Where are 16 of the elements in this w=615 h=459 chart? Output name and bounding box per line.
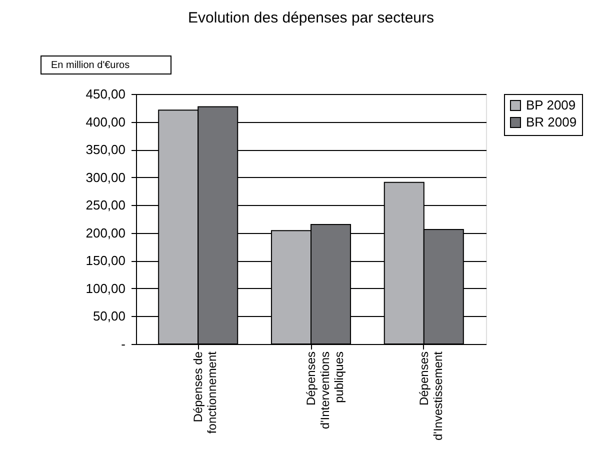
y-tick-label: 300,00 (86, 170, 126, 185)
y-tick-label: 200,00 (86, 225, 126, 240)
y-tick-label: 250,00 (86, 198, 126, 213)
y-tick-label: 150,00 (86, 253, 126, 268)
x-tick-label: Dépenses d'Interventions publiques (304, 352, 346, 430)
chart-title: Evolution des dépenses par secteurs (188, 10, 434, 26)
y-tick-label: 350,00 (86, 142, 126, 158)
legend-label: BP 2009 (526, 98, 576, 112)
legend-label: BR 2009 (526, 114, 577, 130)
x-tick-label: Dépenses de fonctionnement (191, 350, 220, 434)
y-tick-label: 100,00 (86, 280, 126, 296)
y-tick-label: 50,00 (92, 308, 126, 324)
y-tick-label: - (121, 336, 126, 352)
y-tick-label: 400,00 (86, 114, 126, 130)
text: En million d'€uros (51, 60, 130, 71)
y-tick-label: 450,00 (86, 86, 126, 102)
